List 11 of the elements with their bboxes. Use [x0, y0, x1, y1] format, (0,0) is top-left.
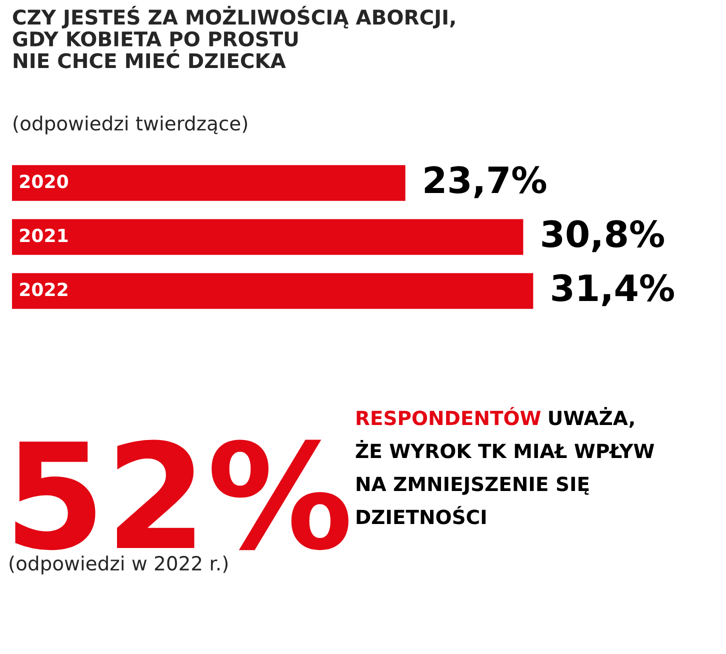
- chart-title: CZY JESTEŚ ZA MOŻLIWOŚCIĄ ABORCJI, GDY KOBIETA PO PROSTU NIE CHCE MIEĆ DZIECKA: [13, 6, 455, 68]
- chart-subtitle: (odpowiedzi twierdzące): [14, 116, 248, 134]
- data-label: 23,7%: [424, 166, 546, 198]
- y-tick-label: 2022: [20, 282, 68, 296]
- text: (odpowiedzi w 2022 r.): [10, 556, 228, 574]
- text: 52%: [15, 440, 348, 550]
- y-tick-label: 2020: [20, 174, 68, 188]
- y-tick-label: 2021: [20, 228, 68, 242]
- data-label: 30,8%: [542, 220, 664, 252]
- text: RESPONDENTÓW UWAŻA, ŻE WYROK TK MIAŁ WPŁYW NA ZMNIEJSZENIE SIĘ DZIETNOŚCI: [356, 407, 654, 524]
- data-label: 31,4%: [552, 274, 674, 306]
